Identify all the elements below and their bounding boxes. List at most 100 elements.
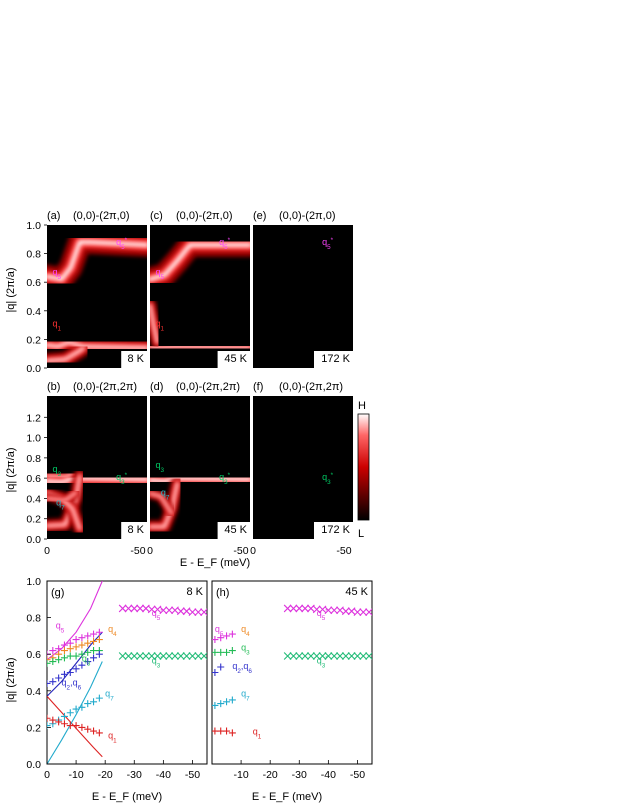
annotation-0: q5* xyxy=(322,237,334,251)
data-point-3-7 xyxy=(84,639,92,647)
data-point-0-5 xyxy=(312,605,321,614)
data-point-2-5 xyxy=(72,636,80,644)
x-tick-label-50: -50 xyxy=(233,545,248,557)
band-peak-1 xyxy=(47,472,74,479)
x-tick-label-3: -40 xyxy=(321,769,336,781)
panel-direction: (0,0)-(2π,2π) xyxy=(73,381,137,393)
data-point-5-1 xyxy=(49,678,57,686)
x-tick-label-3: -30 xyxy=(127,769,142,781)
data-point-0-3 xyxy=(301,604,309,613)
data-point-5-0 xyxy=(47,679,51,687)
x-tick-label-2: -30 xyxy=(292,769,307,781)
data-point-0-13 xyxy=(194,608,203,616)
series-label-6: q5* xyxy=(152,607,164,621)
data-point-6-0 xyxy=(47,722,51,730)
data-point-0-2 xyxy=(295,604,304,613)
data-point-1-7 xyxy=(159,652,168,660)
y-tick-label-4: 0.8 xyxy=(26,249,41,261)
data-point-2-7 xyxy=(84,632,92,640)
data-point-1-0 xyxy=(283,652,292,660)
temperature-label: 8 K xyxy=(127,353,144,365)
series-label-1: q4 xyxy=(108,624,117,638)
series-label-2: q3 xyxy=(82,654,91,668)
series-label-1: q4 xyxy=(241,624,250,638)
temperature-label: 45 K xyxy=(224,524,247,536)
series-label-7: q3* xyxy=(317,655,329,669)
panel-label: (c) xyxy=(150,210,163,222)
x-tick-label-50: -50 xyxy=(336,545,351,557)
data-point-1-4 xyxy=(307,652,315,660)
heat-xticks-b: 0 -50 xyxy=(44,545,146,557)
annotation-0: q5 xyxy=(52,267,61,281)
data-point-6-8 xyxy=(90,698,98,706)
plot-area xyxy=(212,604,372,737)
data-point-1-0 xyxy=(118,652,127,660)
data-point-7-9 xyxy=(95,729,103,737)
band-peak-1 xyxy=(150,345,250,350)
y-tick-label-3: 0.6 xyxy=(26,473,41,485)
annotation-2: q7 xyxy=(161,487,170,501)
data-point-0-14 xyxy=(365,608,372,616)
fit-curve-0 xyxy=(47,581,103,661)
data-point-1-2 xyxy=(130,652,139,660)
temperature-label-bg xyxy=(217,351,250,368)
data-point-1-3 xyxy=(301,652,309,660)
data-point-0-10 xyxy=(341,607,350,616)
band-peak-2 xyxy=(47,346,85,363)
data-point-0-2 xyxy=(130,604,139,613)
y-tick-label-0: 0.0 xyxy=(26,759,41,771)
data-point-6-7 xyxy=(84,700,92,708)
data-point-0-8 xyxy=(330,606,339,615)
band-peak-2 xyxy=(150,492,173,515)
series-label-5: q1 xyxy=(253,727,262,741)
y-tick-label-2: 0.4 xyxy=(26,493,41,505)
x-tick-label-2: -20 xyxy=(98,769,113,781)
data-point-2-1 xyxy=(217,634,225,642)
annotation-0: q3* xyxy=(322,472,334,486)
x-tick-label-50: -50 xyxy=(130,545,145,557)
series-label-4: q7 xyxy=(241,688,250,702)
y-tick-label-0: 0.0 xyxy=(26,534,41,546)
y-tick-label-6: 1.2 xyxy=(26,412,41,424)
data-point-1-6 xyxy=(318,652,327,660)
data-point-1-14 xyxy=(365,652,372,660)
panel-label: (b) xyxy=(47,381,60,393)
y-tick-label-5: 1.0 xyxy=(26,220,41,232)
data-point-4-7 xyxy=(84,648,92,656)
colorbar xyxy=(357,413,370,521)
data-point-7-6 xyxy=(78,723,86,731)
y-tick-label-1: 0.2 xyxy=(26,514,41,526)
data-point-1-8 xyxy=(165,652,174,660)
annotation-1: q3* xyxy=(116,472,128,486)
y-tick-label-3: 0.6 xyxy=(26,277,41,289)
band-peak-4 xyxy=(47,491,77,502)
x-tick-label-0: 0 xyxy=(44,545,50,557)
data-point-0-0 xyxy=(283,604,292,613)
plot-frame xyxy=(211,580,373,765)
data-point-2-0 xyxy=(212,636,219,644)
data-point-1-12 xyxy=(353,652,362,660)
data-point-5-2 xyxy=(55,674,63,682)
band-peak-0 xyxy=(150,476,250,484)
series-label-0: q5 xyxy=(56,621,65,635)
heat-xticks-f: 0 -50 xyxy=(250,545,352,557)
temperature-label: 45 K xyxy=(224,353,247,365)
heatmap-panel-d: (d) (0,0)-(2π,2π) 45 K q3 q3* q7 xyxy=(150,381,250,539)
scatter-panel-h: q5 q4 q3 q2,q6 q7 q1 q5* q3* (h) 45 K -10 -20 -30 -40… xyxy=(211,580,373,781)
panel-direction: (0,0)-(2π,0) xyxy=(73,210,130,222)
x-tick-label-1: -10 xyxy=(68,769,83,781)
data-point-5-3 xyxy=(60,670,68,678)
data-point-1-5 xyxy=(312,652,321,660)
panel-label: (e) xyxy=(253,210,266,222)
series-label-2: q3 xyxy=(241,643,250,657)
data-point-1-7 xyxy=(324,652,333,660)
heatmap-bands xyxy=(150,233,250,356)
data-point-1-2 xyxy=(295,652,304,660)
data-point-4-3 xyxy=(60,654,68,662)
data-point-6-2 xyxy=(223,727,231,735)
panel-direction: (0,0)-(2π,0) xyxy=(279,210,336,222)
series-label-6: q5* xyxy=(317,607,329,621)
panel-direction: (0,0)-(2π,0) xyxy=(176,210,233,222)
data-point-1-11 xyxy=(182,652,191,660)
